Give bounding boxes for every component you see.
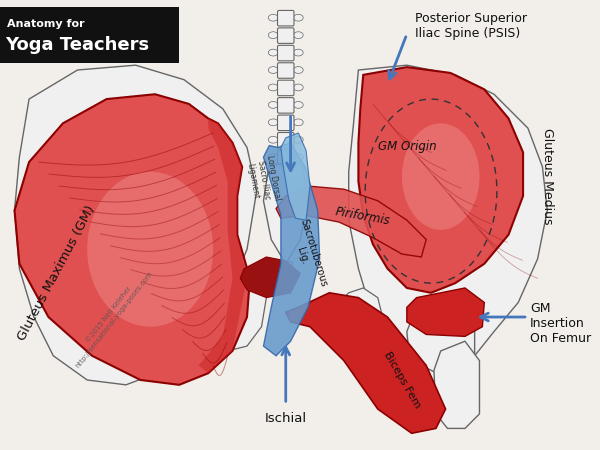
Ellipse shape xyxy=(268,84,278,91)
FancyBboxPatch shape xyxy=(278,115,294,130)
Polygon shape xyxy=(203,274,266,351)
Ellipse shape xyxy=(293,84,303,91)
FancyBboxPatch shape xyxy=(278,28,294,43)
Ellipse shape xyxy=(268,154,278,161)
Polygon shape xyxy=(199,118,247,373)
Polygon shape xyxy=(14,94,250,385)
FancyBboxPatch shape xyxy=(278,10,294,26)
Polygon shape xyxy=(325,288,383,351)
Ellipse shape xyxy=(293,119,303,126)
Polygon shape xyxy=(279,262,293,293)
FancyBboxPatch shape xyxy=(278,150,294,166)
Text: Gluteus Maximus (GM): Gluteus Maximus (GM) xyxy=(15,204,97,343)
Polygon shape xyxy=(349,65,547,383)
FancyBboxPatch shape xyxy=(278,45,294,61)
FancyBboxPatch shape xyxy=(278,98,294,113)
Text: Anatomy for: Anatomy for xyxy=(7,19,85,29)
Ellipse shape xyxy=(293,49,303,56)
Ellipse shape xyxy=(268,49,278,56)
Polygon shape xyxy=(358,67,523,293)
Polygon shape xyxy=(434,341,479,428)
Text: Sacrotuberous
Lig.: Sacrotuberous Lig. xyxy=(287,217,329,291)
Text: Ischial: Ischial xyxy=(265,412,307,425)
Polygon shape xyxy=(276,186,426,257)
Ellipse shape xyxy=(402,123,479,230)
FancyBboxPatch shape xyxy=(278,132,294,148)
Text: Gluteus Medius: Gluteus Medius xyxy=(541,128,554,225)
Ellipse shape xyxy=(293,136,303,143)
Ellipse shape xyxy=(268,14,278,21)
Polygon shape xyxy=(240,257,300,297)
Text: GM Origin: GM Origin xyxy=(378,140,436,153)
Ellipse shape xyxy=(293,102,303,108)
Polygon shape xyxy=(407,288,484,337)
Polygon shape xyxy=(14,65,257,385)
Polygon shape xyxy=(407,297,475,375)
FancyBboxPatch shape xyxy=(0,7,179,63)
Ellipse shape xyxy=(268,67,278,73)
Text: Piriformis: Piriformis xyxy=(334,206,391,228)
Polygon shape xyxy=(286,293,446,433)
Text: Yoga Teachers: Yoga Teachers xyxy=(5,36,149,54)
Ellipse shape xyxy=(293,32,303,39)
Polygon shape xyxy=(281,133,310,220)
Ellipse shape xyxy=(268,102,278,108)
Ellipse shape xyxy=(268,136,278,143)
Ellipse shape xyxy=(293,14,303,21)
Ellipse shape xyxy=(268,119,278,126)
Polygon shape xyxy=(263,164,308,264)
Ellipse shape xyxy=(293,67,303,73)
FancyBboxPatch shape xyxy=(278,63,294,78)
Text: Long Dorsal
Sacro Iliac
Ligament: Long Dorsal Sacro Iliac Ligament xyxy=(245,154,282,205)
Polygon shape xyxy=(263,143,320,356)
Text: Biceps Fem: Biceps Fem xyxy=(382,350,422,410)
Text: GM
Insertion
On Femur: GM Insertion On Femur xyxy=(530,302,591,346)
FancyBboxPatch shape xyxy=(278,80,294,96)
Ellipse shape xyxy=(268,32,278,39)
Text: ©2015 Neil Keleher
http://sensational-yoga-poses.com: ©2015 Neil Keleher http://sensational-yo… xyxy=(69,266,154,369)
Ellipse shape xyxy=(87,172,213,327)
Ellipse shape xyxy=(293,154,303,161)
Text: Posterior Superior
Iliac Spine (PSIS): Posterior Superior Iliac Spine (PSIS) xyxy=(415,12,527,40)
